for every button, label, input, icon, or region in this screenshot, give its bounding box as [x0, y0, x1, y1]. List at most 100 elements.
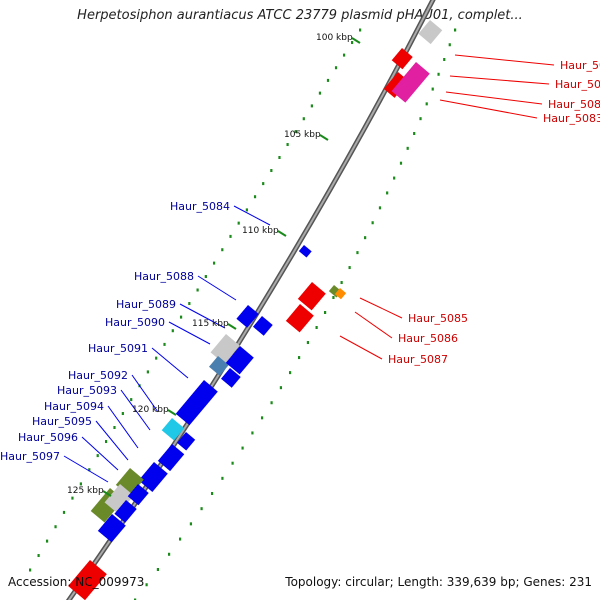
inner-tick — [121, 412, 124, 416]
outer-tick — [378, 206, 382, 210]
gene-block[interactable] — [175, 380, 218, 426]
leader-line — [95, 420, 129, 461]
outer-tick — [419, 117, 422, 121]
gene-label-reverse[interactable]: Haur_5087 — [388, 353, 448, 366]
inner-tick — [113, 426, 116, 429]
leader-line — [131, 374, 159, 413]
scale-tick — [319, 134, 329, 141]
gene-label-forward[interactable]: Haur_5096 — [18, 431, 78, 444]
outer-tick — [448, 43, 451, 47]
gene-label-forward[interactable]: Haur_5089 — [116, 298, 176, 311]
gene-label-forward[interactable]: Haur_5084 — [170, 200, 230, 213]
scale-label: 115 kbp — [192, 319, 229, 329]
inner-tick — [229, 234, 232, 238]
scale-tick — [227, 323, 237, 330]
gene-label-reverse[interactable]: Haur_5082 — [548, 98, 600, 111]
inner-tick — [171, 329, 174, 333]
outer-tick — [145, 583, 148, 587]
outer-tick — [356, 251, 359, 255]
inner-tick — [221, 248, 224, 252]
gene-block[interactable] — [104, 484, 134, 514]
inner-tick — [71, 496, 74, 500]
outer-tick — [386, 191, 389, 195]
inner-tick — [350, 41, 354, 45]
inner-tick — [318, 91, 322, 95]
gene-block[interactable] — [418, 19, 443, 45]
topology-summary: Topology: circular; Length: 339,639 bp; … — [285, 575, 592, 589]
outer-tick — [437, 72, 440, 76]
gene-block[interactable] — [221, 368, 241, 388]
gene-block[interactable] — [391, 61, 430, 103]
outer-tick — [425, 102, 428, 106]
scale-tick — [351, 37, 361, 44]
outer-tick — [406, 146, 409, 150]
inner-tick — [37, 554, 40, 558]
gene-block[interactable] — [253, 316, 273, 336]
gene-block[interactable] — [391, 47, 413, 70]
inner-tick — [253, 195, 257, 199]
leader-line — [445, 91, 543, 105]
inner-tick — [179, 315, 183, 319]
outer-tick — [443, 58, 446, 62]
backbone-highlight — [67, 0, 434, 600]
gene-block[interactable] — [209, 356, 229, 376]
outer-tick — [260, 416, 264, 420]
gene-block[interactable] — [298, 245, 312, 258]
gene-block[interactable] — [157, 444, 185, 472]
gene-label-forward[interactable]: Haur_5093 — [57, 384, 117, 397]
inner-tick — [29, 568, 32, 572]
leader-line — [359, 297, 403, 319]
gene-block[interactable] — [334, 288, 347, 300]
gene-block[interactable] — [127, 484, 149, 506]
inner-tick — [286, 143, 289, 147]
inner-tick — [62, 510, 66, 514]
inner-tick — [188, 302, 191, 306]
gene-label-forward[interactable]: Haur_5094 — [44, 400, 104, 413]
outer-tick — [288, 371, 292, 375]
inner-tick — [79, 482, 82, 486]
scale-tick — [277, 230, 287, 237]
gene-block[interactable] — [97, 514, 126, 543]
inner-tick — [302, 117, 305, 121]
gene-block[interactable] — [138, 462, 168, 492]
inner-tick — [262, 182, 265, 186]
outer-tick — [279, 386, 283, 390]
gene-block[interactable] — [161, 418, 185, 441]
gene-label-forward[interactable]: Haur_5091 — [88, 342, 148, 355]
gene-block[interactable] — [177, 432, 196, 451]
outer-tick — [324, 311, 327, 314]
outer-tick — [413, 131, 416, 135]
gene-label-forward[interactable]: Haur_5092 — [68, 369, 128, 382]
leader-line — [354, 311, 393, 339]
inner-tick — [88, 468, 91, 472]
gene-label-reverse[interactable]: Haur_5086 — [398, 332, 458, 345]
gene-block[interactable] — [114, 500, 137, 523]
outer-tick — [315, 326, 318, 330]
leader-line — [233, 205, 271, 226]
leader-line — [107, 405, 139, 449]
map-title: Herpetosiphon aurantiacus ATCC 23779 pla… — [77, 8, 523, 23]
gene-block[interactable] — [285, 304, 314, 333]
inner-tick — [196, 288, 199, 292]
leader-line — [151, 347, 189, 379]
gene-block[interactable] — [68, 560, 107, 600]
leader-line — [120, 389, 151, 431]
inner-tick — [326, 78, 330, 82]
inner-tick — [96, 454, 99, 458]
gene-label-reverse[interactable]: Haur_5085 — [408, 312, 468, 325]
outer-tick — [221, 476, 224, 480]
leader-line — [339, 335, 383, 360]
gene-label-forward[interactable]: Haur_5097 — [0, 450, 60, 463]
gene-label-reverse[interactable]: Haur_5083 — [543, 112, 600, 125]
gene-label-forward[interactable]: Haur_5095 — [32, 415, 92, 428]
gene-label-forward[interactable]: Haur_5090 — [105, 316, 165, 329]
scale-label: 105 kbp — [284, 130, 321, 140]
gene-label-reverse[interactable]: Haur_5080 — [560, 59, 600, 72]
gene-block[interactable] — [236, 305, 259, 328]
leader-line — [168, 321, 211, 345]
gene-label-forward[interactable]: Haur_5088 — [134, 270, 194, 283]
gene-block[interactable] — [297, 282, 326, 311]
inner-tick — [163, 342, 166, 346]
gene-block[interactable] — [225, 345, 254, 375]
gene-label-reverse[interactable]: Haur_5081 — [555, 78, 600, 91]
